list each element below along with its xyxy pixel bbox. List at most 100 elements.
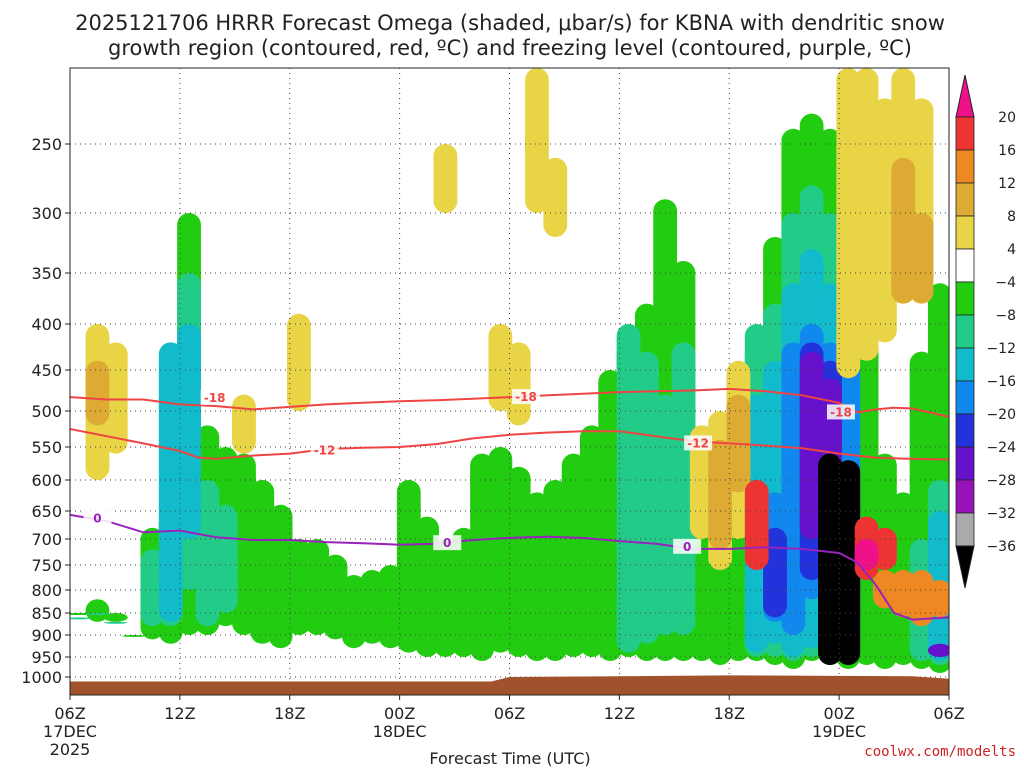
omega-blob-12: [891, 570, 916, 618]
y-tick-label-350: 350: [31, 264, 62, 283]
contour-label--18: -18: [204, 391, 226, 405]
omega-blob--8: [103, 621, 128, 624]
x-tick-label-time: 00Z: [384, 704, 415, 723]
omega-blob--4: [525, 492, 549, 661]
contour-label--12: -12: [687, 436, 709, 450]
colorbar-label-7: −12: [986, 341, 1016, 357]
omega-blob--4: [396, 480, 421, 653]
contour-label-0: 0: [683, 540, 691, 554]
colorbar-label-5: −4: [995, 275, 1016, 291]
x-tick-label-time: 06Z: [933, 704, 964, 723]
omega-blob--4: [451, 527, 476, 657]
contour-label-0: 0: [93, 511, 101, 525]
omega-blob--8: [70, 599, 92, 638]
omega-blob--4: [323, 554, 348, 640]
omega-blob--20: [763, 527, 787, 618]
colorbar-swatch: [955, 380, 975, 415]
y-tick-label-250: 250: [31, 135, 62, 154]
omega-blob-4: [488, 324, 513, 411]
omega-blob-4: [854, 68, 879, 361]
contour-label--18: -18: [830, 405, 852, 419]
y-tick-label-400: 400: [31, 315, 62, 334]
contour-label-bg: [826, 404, 855, 420]
colorbar-swatch: [955, 116, 975, 151]
contour-line--12: [70, 428, 949, 461]
omega-blob-4: [232, 394, 256, 454]
omega-blob--4: [580, 425, 604, 657]
omega-blob--36: [818, 453, 842, 665]
contour-label-bg: [83, 510, 112, 526]
omega-blob-20: [854, 539, 879, 570]
omega-blob--4: [415, 516, 439, 657]
omega-blob--12: [158, 342, 183, 622]
omega-blob--4: [341, 575, 366, 649]
omega-blob--8: [671, 342, 696, 635]
colorbar-label-11: −28: [986, 473, 1016, 489]
y-tick-label-700: 700: [31, 530, 62, 549]
y-tick-label-500: 500: [31, 402, 62, 421]
y-tick-label-850: 850: [31, 604, 62, 623]
omega-blob--4: [470, 453, 494, 661]
x-tick-label-time: 18Z: [274, 704, 305, 723]
colorbar-label-3: 8: [1007, 209, 1016, 225]
omega-blob--8: [140, 549, 165, 627]
omega-blob--24: [927, 643, 949, 657]
contour-label--12: -12: [314, 443, 336, 457]
colorbar-label-2: 12: [998, 176, 1016, 192]
omega-blob--4: [488, 447, 513, 653]
omega-blob-4: [543, 157, 568, 237]
colorbar-swatch: [955, 248, 975, 283]
terrain-fill: [70, 675, 949, 695]
x-tick-label-time: 12Z: [604, 704, 635, 723]
omega-blob--12: [177, 324, 201, 539]
colorbar-swatch: [955, 314, 975, 349]
omega-blob--4: [433, 539, 458, 657]
credit-text: coolwx.com/modelts: [864, 744, 1016, 760]
omega-blob--8: [653, 394, 678, 635]
omega-blob--4: [598, 370, 623, 661]
contour-line-0: [70, 513, 949, 621]
contour-label-bg: [684, 435, 713, 451]
omega-blob-4: [525, 68, 549, 213]
omega-blob-12: [909, 570, 934, 627]
x-tick-label-date: 18DEC: [373, 722, 427, 741]
x-tick-label-year: 2025: [50, 740, 91, 759]
contour-layer: -18 -18 -18 -12 -12 0 0 0: [70, 387, 949, 621]
y-tick-label-450: 450: [31, 361, 62, 380]
contour-label-bg: [200, 389, 229, 405]
omega-blob--4: [378, 565, 403, 649]
colorbar-label-0: 20: [998, 110, 1016, 126]
omega-blob--8: [195, 480, 220, 627]
colorbar-swatch: [955, 413, 975, 448]
omega-blob--4: [305, 539, 330, 635]
omega-blob-4: [873, 98, 897, 343]
colorbar-label-12: −32: [986, 506, 1016, 522]
x-tick-label-time: 00Z: [823, 704, 854, 723]
omega-blob--4: [287, 539, 311, 635]
x-tick-label-time: 12Z: [164, 704, 195, 723]
omega-blob-8: [85, 360, 110, 426]
omega-blob--36: [836, 460, 861, 665]
omega-blob--4: [506, 466, 531, 657]
colorbar-label-1: 16: [998, 143, 1016, 159]
colorbar-label-10: −24: [986, 440, 1016, 456]
omega-blob-4: [836, 68, 861, 379]
chart-title-line-2: growth region (contoured, red, ºC) and f…: [108, 36, 912, 60]
contour-label-bg: [433, 535, 462, 551]
omega-shading-layer: [70, 68, 949, 673]
omega-blob-12: [873, 570, 897, 609]
omega-blob--4: [360, 570, 385, 644]
omega-blob--4: [85, 599, 110, 622]
omega-blob--4: [250, 480, 275, 644]
colorbar-bottom-arrow: [955, 545, 975, 589]
colorbar-swatch: [955, 182, 975, 217]
colorbar-swatch: [955, 347, 975, 382]
contour-label--18: -18: [515, 390, 537, 404]
omega-blob--4: [232, 453, 256, 635]
omega-blob--8: [634, 351, 659, 644]
colorbar: 20 16 12 8 4 −4 −8 −12 −16 −20 −24 −28 −32 −36: [955, 74, 1016, 589]
colorbar-label-13: −36: [986, 539, 1016, 555]
omega-blob--8: [213, 504, 238, 613]
